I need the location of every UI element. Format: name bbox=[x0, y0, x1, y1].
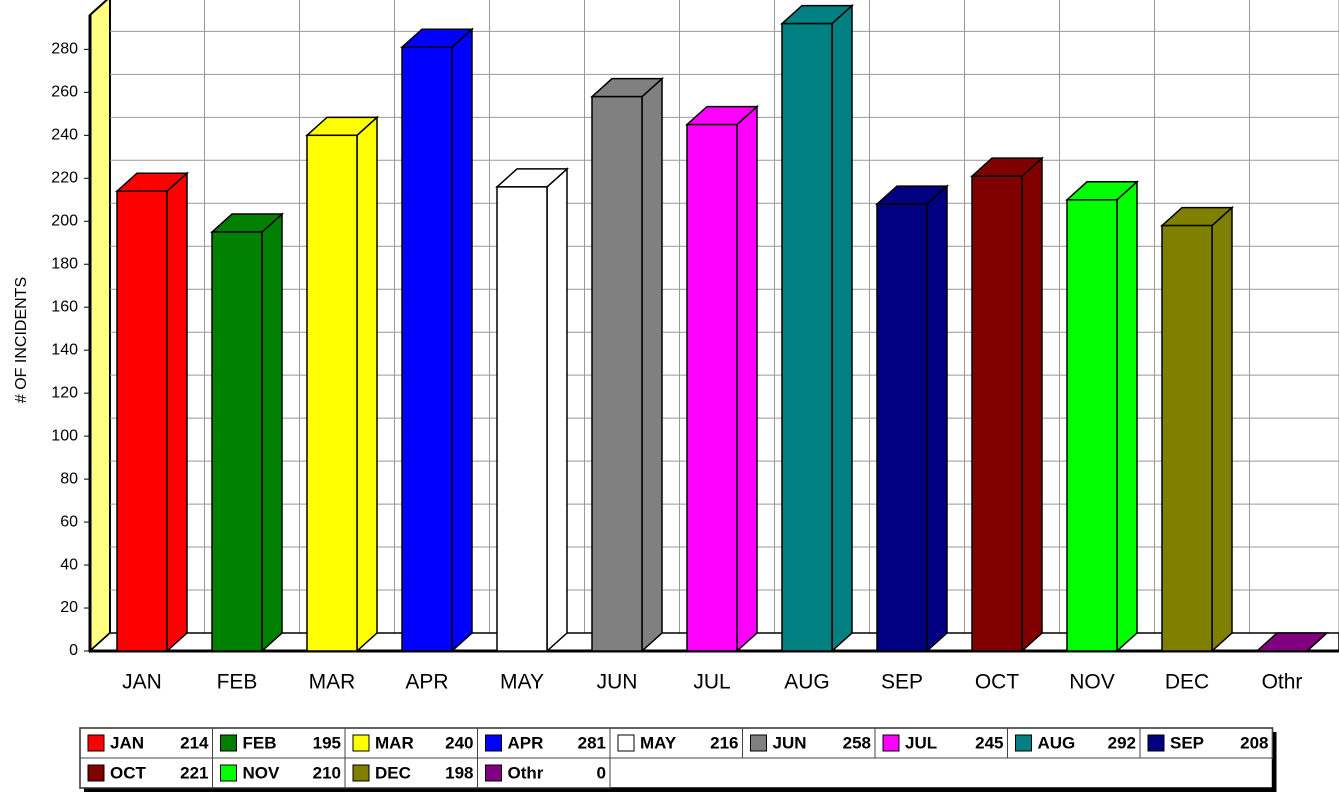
y-tick-label: 20 bbox=[60, 599, 78, 616]
left-wall bbox=[89, 0, 111, 654]
legend-name: Othr bbox=[508, 763, 544, 782]
legend-value: 198 bbox=[445, 763, 473, 782]
bar-side bbox=[1116, 180, 1138, 653]
legend-value: 210 bbox=[313, 763, 341, 782]
bar-side bbox=[926, 184, 948, 653]
bar-side bbox=[1211, 205, 1233, 653]
y-tick-label: 100 bbox=[51, 427, 78, 444]
legend-value: 258 bbox=[843, 733, 871, 752]
legend-swatch bbox=[485, 764, 502, 782]
bar-side bbox=[1021, 156, 1043, 653]
y-tick-label: 240 bbox=[51, 127, 78, 144]
legend-name: OCT bbox=[110, 763, 147, 782]
legend-value: 208 bbox=[1240, 733, 1268, 752]
bar bbox=[781, 22, 833, 652]
legend-value: 214 bbox=[180, 733, 209, 752]
legend-name: MAR bbox=[375, 733, 414, 752]
y-tick-label: 220 bbox=[51, 170, 78, 187]
y-tick-label: 140 bbox=[51, 341, 78, 358]
legend-name: DEC bbox=[375, 763, 411, 782]
bar bbox=[686, 123, 738, 652]
y-axis-label: # OF INCIDENTS bbox=[13, 277, 30, 403]
y-tick-label: 40 bbox=[60, 556, 78, 573]
legend-value: 195 bbox=[313, 733, 341, 752]
bar bbox=[401, 46, 453, 652]
x-tick-label: Othr bbox=[1262, 671, 1303, 694]
bar-side bbox=[166, 171, 188, 653]
y-tick-label: 280 bbox=[51, 41, 78, 58]
legend-cell bbox=[1139, 727, 1273, 759]
bar-side bbox=[641, 76, 663, 653]
legend-swatch bbox=[750, 734, 767, 752]
legend-name: NOV bbox=[243, 763, 281, 782]
bar-side bbox=[261, 212, 283, 653]
legend-swatch bbox=[617, 734, 635, 752]
legend-name: JUN bbox=[773, 733, 807, 752]
legend-swatch bbox=[1147, 734, 1165, 752]
legend-swatch bbox=[220, 764, 237, 782]
bar bbox=[591, 95, 643, 652]
legend-value: 292 bbox=[1108, 733, 1136, 752]
x-tick-label: DEC bbox=[1165, 671, 1209, 694]
x-tick-label: APR bbox=[405, 671, 448, 694]
legend-value: 221 bbox=[180, 763, 208, 782]
x-tick-label: SEP bbox=[881, 671, 923, 694]
legend-swatch bbox=[87, 734, 105, 752]
legend-name: SEP bbox=[1170, 733, 1204, 752]
legend-name: JAN bbox=[110, 733, 144, 752]
legend-swatch bbox=[220, 734, 237, 752]
bar-side bbox=[356, 115, 378, 653]
y-tick-label: 260 bbox=[51, 84, 78, 101]
legend-name: APR bbox=[508, 733, 544, 752]
legend-name: MAY bbox=[640, 733, 677, 752]
bar bbox=[1066, 199, 1118, 652]
bar bbox=[306, 134, 358, 652]
legend-name: JUL bbox=[905, 733, 937, 752]
y-tick-label: 200 bbox=[51, 212, 78, 229]
legend-value: 245 bbox=[975, 733, 1003, 752]
legend-name: AUG bbox=[1038, 733, 1076, 752]
y-tick-label: 0 bbox=[69, 642, 78, 659]
bar bbox=[116, 190, 168, 652]
y-tick-label: 60 bbox=[60, 513, 78, 530]
legend-swatch bbox=[1015, 734, 1032, 752]
legend-swatch bbox=[882, 734, 900, 752]
x-tick-label: JUN bbox=[597, 671, 638, 694]
x-tick-label: MAY bbox=[500, 671, 544, 694]
bar bbox=[496, 186, 548, 652]
x-tick-label: JAN bbox=[122, 671, 162, 694]
legend-cell bbox=[477, 757, 611, 789]
legend-swatch bbox=[87, 764, 105, 782]
y-tick-label: 180 bbox=[51, 255, 78, 272]
legend-value: 0 bbox=[597, 763, 606, 782]
bar bbox=[1161, 224, 1213, 652]
bar-side bbox=[831, 3, 853, 653]
legend-value: 216 bbox=[710, 733, 738, 752]
bar-side bbox=[546, 167, 568, 653]
bar bbox=[971, 175, 1023, 652]
legend-swatch bbox=[352, 764, 370, 782]
legend-swatch bbox=[485, 734, 502, 752]
bar bbox=[876, 203, 928, 652]
bar-side bbox=[451, 27, 473, 653]
bar-side bbox=[736, 104, 758, 653]
x-tick-label: OCT bbox=[975, 671, 1020, 694]
legend-name: FEB bbox=[243, 733, 277, 752]
x-tick-label: MAR bbox=[309, 671, 356, 694]
y-tick-label: 80 bbox=[60, 470, 78, 487]
legend-value: 240 bbox=[445, 733, 473, 752]
y-tick-label: 120 bbox=[51, 384, 78, 401]
legend-value: 281 bbox=[578, 733, 606, 752]
legend-swatch bbox=[352, 734, 370, 752]
x-tick-label: NOV bbox=[1069, 671, 1115, 694]
x-tick-label: FEB bbox=[217, 671, 258, 694]
x-tick-label: JUL bbox=[693, 671, 730, 694]
bar-top bbox=[1255, 632, 1329, 652]
y-tick-label: 160 bbox=[51, 298, 78, 315]
bar bbox=[211, 231, 263, 652]
x-tick-label: AUG bbox=[784, 671, 830, 694]
